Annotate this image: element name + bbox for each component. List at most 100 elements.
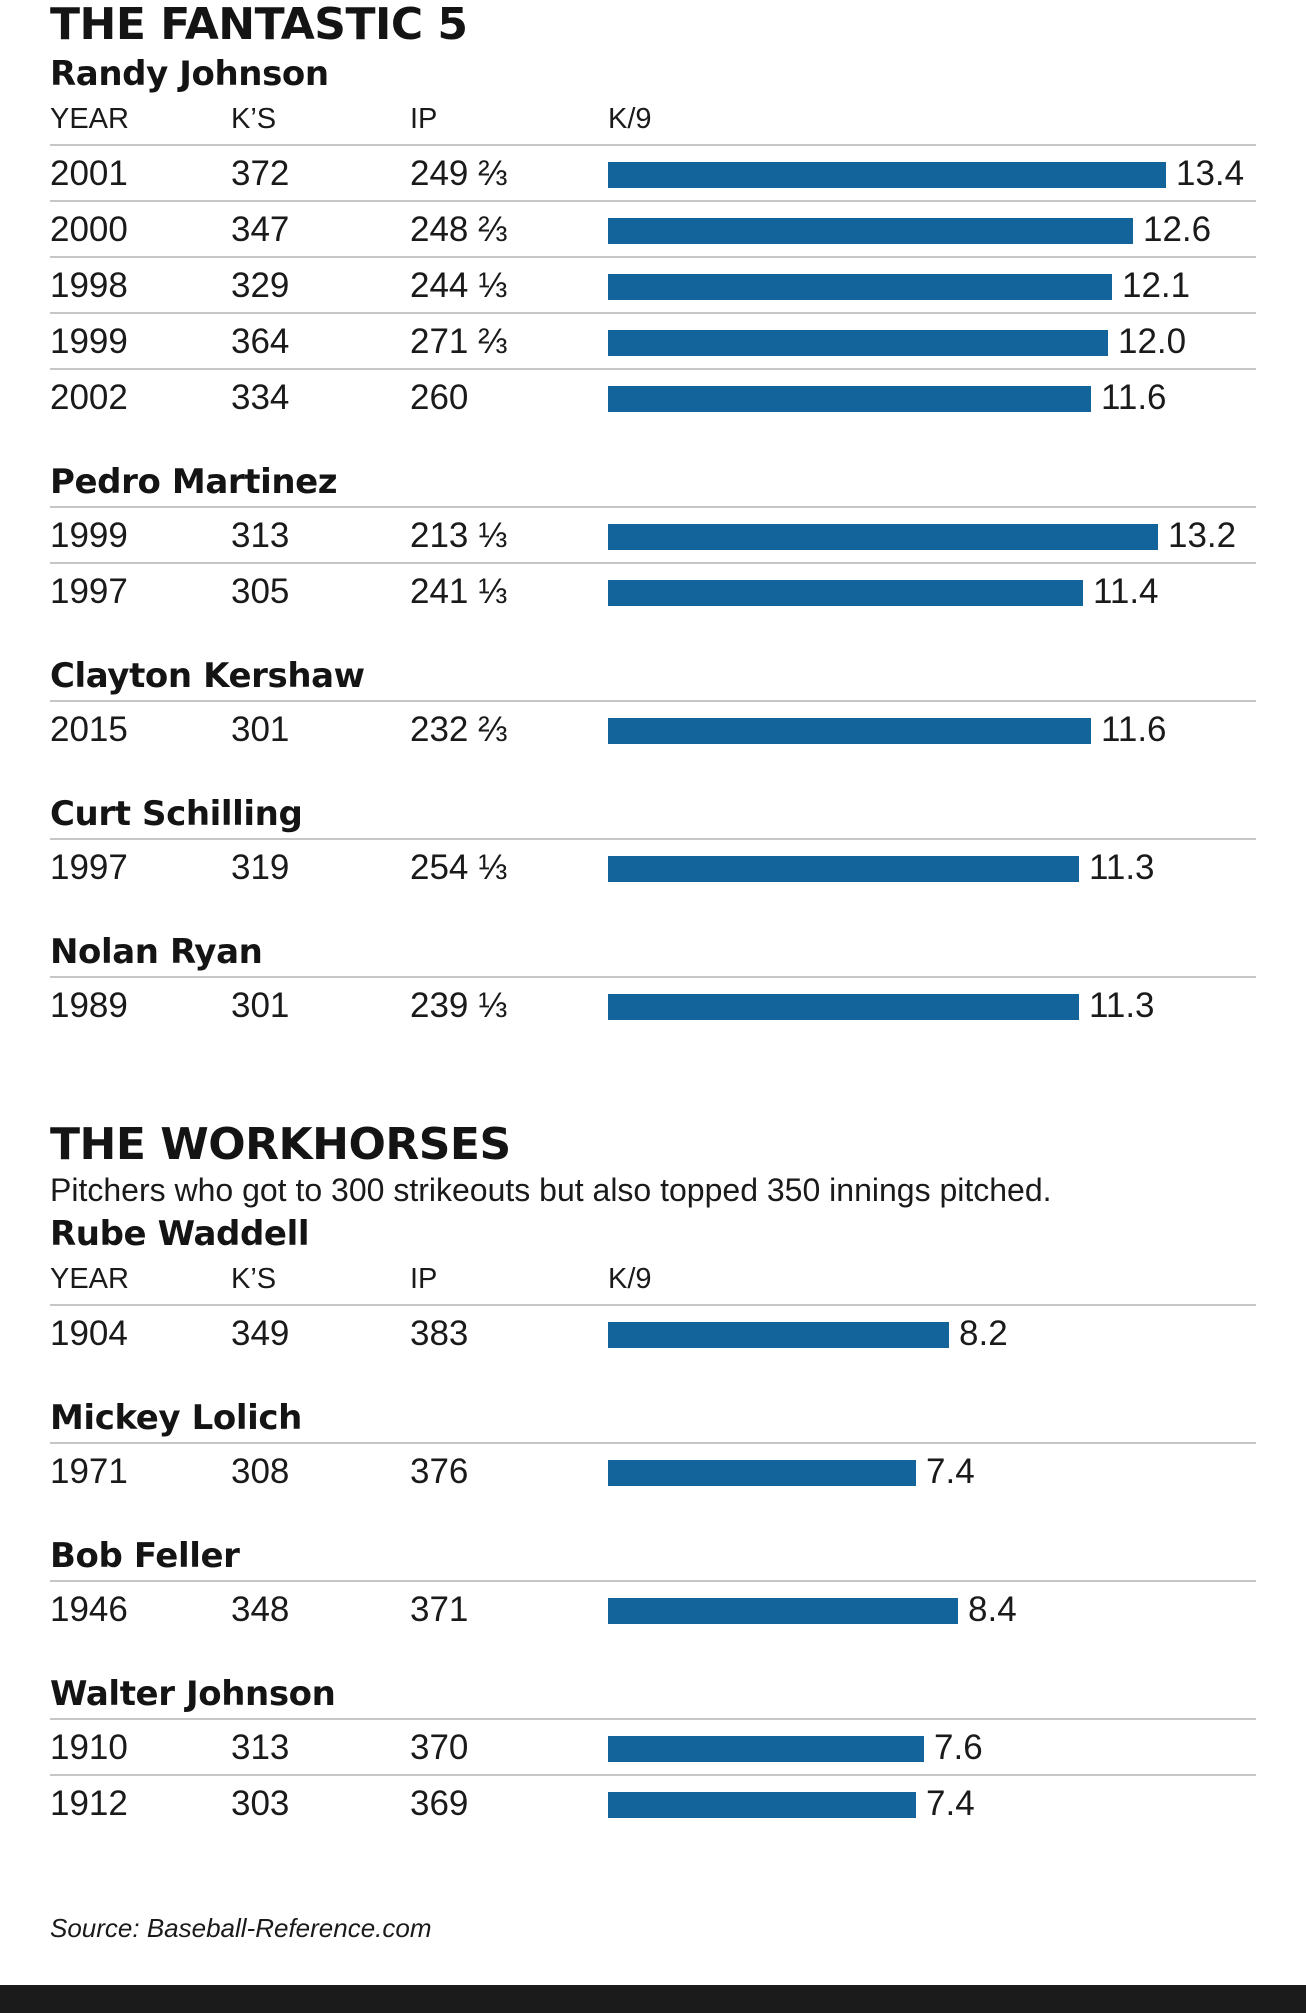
table-row: 2002 334 260 11.6 [0,370,1306,426]
year-cell: 2000 [50,210,128,249]
k9-bar [608,1598,958,1624]
k9-bar [608,330,1108,356]
k9-bar [608,386,1091,412]
year-cell: 1997 [50,572,128,611]
k9-value-label: 13.2 [1168,516,1237,555]
k9-value-label: 11.6 [1101,710,1167,749]
year-cell: 2002 [50,378,128,417]
table-row: 1989 301 239 ⅓ 11.3 [0,978,1306,1034]
row-divider [50,200,1256,202]
row-divider [50,1774,1256,1776]
strikeouts-cell: 305 [231,572,290,611]
k9-bar [608,856,1079,882]
source-note: Source: Baseball-Reference.com [50,1913,432,1943]
pitcher-name: Pedro Martinez [50,462,338,502]
section-title: THE FANTASTIC 5 [50,0,468,50]
year-cell: 1997 [50,848,128,887]
k9-bar [608,1460,916,1486]
k9-value-label: 8.2 [959,1314,1008,1353]
table-row: 1999 364 271 ⅔ 12.0 [0,314,1306,370]
row-divider [50,368,1256,370]
k9-column-header: K/9 [608,1263,652,1295]
k9-column-header: K/9 [608,103,652,135]
year-cell: 1946 [50,1590,128,1629]
row-divider [50,1718,1256,1720]
table-row: 1912 303 369 7.4 [0,1776,1306,1832]
ks-column-header: K’S [231,1263,277,1295]
k9-bar [608,1792,916,1818]
innings-cell: 383 [410,1314,469,1353]
strikeouts-cell: 347 [231,210,290,249]
year-cell: 1904 [50,1314,128,1353]
k9-bar [608,1322,949,1348]
strikeouts-cell: 301 [231,710,290,749]
innings-cell: 232 ⅔ [410,710,508,749]
footer-band [0,1985,1306,2013]
k9-bar [608,718,1091,744]
k9-bar [608,994,1079,1020]
innings-cell: 239 ⅓ [410,986,508,1025]
strikeouts-cell: 319 [231,848,290,887]
table-row: 2001 372 249 ⅔ 13.4 [0,146,1306,202]
strikeouts-cell: 313 [231,1728,290,1767]
innings-cell: 244 ⅓ [410,266,508,305]
pitcher-name: Bob Feller [50,1536,240,1576]
pitcher-name: Walter Johnson [50,1674,336,1714]
table-row: 1946 348 371 8.4 [0,1582,1306,1638]
table-row: 1910 313 370 7.6 [0,1720,1306,1776]
pitcher-name: Randy Johnson [50,54,329,94]
pitcher-name: Clayton Kershaw [50,656,365,696]
innings-cell: 213 ⅓ [410,516,508,555]
pitcher-name: Curt Schilling [50,794,303,834]
year-column-header: YEAR [50,1263,129,1295]
innings-cell: 370 [410,1728,469,1767]
k9-value-label: 12.0 [1118,322,1187,361]
row-divider [50,312,1256,314]
year-cell: 1971 [50,1452,128,1491]
k9-value-label: 12.6 [1143,210,1212,249]
row-divider [50,506,1256,508]
strikeouts-cell: 372 [231,154,290,193]
row-divider [50,700,1256,702]
k9-value-label: 12.1 [1122,266,1191,305]
innings-cell: 260 [410,378,469,417]
strikeouts-cell: 329 [231,266,290,305]
k9-value-label: 11.4 [1093,572,1159,611]
innings-cell: 254 ⅓ [410,848,508,887]
table-row: 2015 301 232 ⅔ 11.6 [0,702,1306,758]
innings-cell: 271 ⅔ [410,322,508,361]
innings-cell: 249 ⅔ [410,154,508,193]
k9-value-label: 13.4 [1176,154,1245,193]
ip-column-header: IP [410,103,438,135]
year-cell: 1999 [50,516,128,555]
year-cell: 2001 [50,154,128,193]
k9-value-label: 11.6 [1101,378,1167,417]
row-divider [50,838,1256,840]
table-row: 1904 349 383 8.2 [0,1306,1306,1362]
strikeouts-cell: 334 [231,378,290,417]
row-divider [50,144,1256,146]
strikeouts-cell: 303 [231,1784,290,1823]
row-divider [50,976,1256,978]
k9-bar [608,162,1166,188]
innings-cell: 248 ⅔ [410,210,508,249]
table-row: 1997 305 241 ⅓ 11.4 [0,564,1306,620]
year-cell: 1910 [50,1728,128,1767]
row-divider [50,1304,1256,1306]
row-divider [50,562,1256,564]
pitcher-name: Nolan Ryan [50,932,263,972]
ks-column-header: K’S [231,103,277,135]
k9-bar [608,274,1112,300]
ip-column-header: IP [410,1263,438,1295]
pitcher-name: Mickey Lolich [50,1398,302,1438]
k9-bar [608,1736,924,1762]
strikeouts-cell: 364 [231,322,290,361]
year-cell: 1999 [50,322,128,361]
k9-value-label: 11.3 [1089,848,1155,887]
innings-cell: 241 ⅓ [410,572,508,611]
k9-bar [608,524,1158,550]
k9-value-label: 7.6 [934,1728,983,1767]
k9-value-label: 7.4 [926,1784,975,1823]
innings-cell: 371 [410,1590,469,1629]
